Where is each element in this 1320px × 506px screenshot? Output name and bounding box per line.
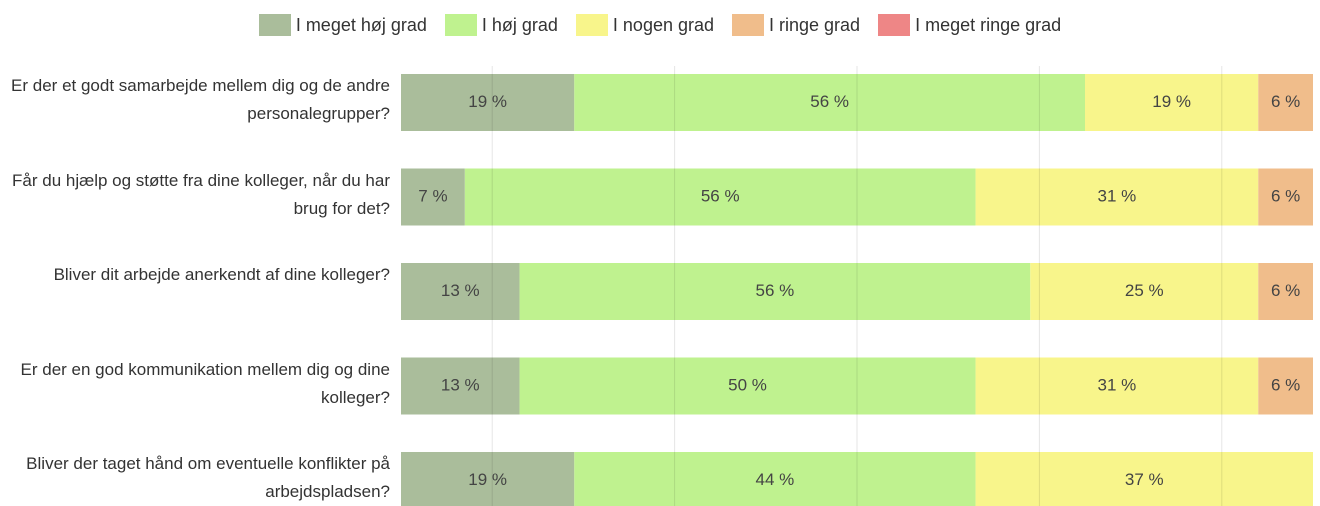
bar-segment [401, 452, 575, 506]
bar-segment [1085, 74, 1259, 131]
bar-segment [519, 263, 1031, 320]
value-label: 6 % [1271, 186, 1300, 205]
bar-segment [401, 74, 575, 131]
value-label: 56 % [810, 92, 849, 111]
bar-segment [1258, 357, 1313, 415]
value-label: 19 % [468, 470, 507, 489]
category-label: Får du hjælp og støtte fra dine kolleger… [12, 170, 390, 218]
legend-label: I ringe grad [769, 14, 861, 35]
legend-swatch [878, 14, 911, 36]
legend-swatch [732, 14, 765, 36]
category-label: Er der et godt samarbejde mellem dig og … [11, 76, 390, 123]
legend-item: I høj grad [444, 14, 558, 36]
bar-segment [574, 74, 1085, 131]
value-label: 13 % [441, 281, 480, 300]
value-label: 13 % [441, 375, 480, 394]
value-label: 19 % [468, 92, 507, 111]
value-label: 6 % [1271, 375, 1300, 394]
legend-swatch [444, 14, 477, 36]
bar-segment [1258, 263, 1313, 320]
value-label: 56 % [756, 281, 795, 300]
value-label: 31 % [1098, 375, 1137, 394]
category-label: Bliver der taget hånd om eventuelle konf… [26, 454, 390, 501]
value-label: 37 % [1125, 470, 1164, 489]
bar-segment [574, 452, 976, 506]
value-label: 19 % [1152, 92, 1191, 111]
legend-swatch [258, 14, 291, 36]
legend-label: I høj grad [481, 14, 558, 35]
value-label: 44 % [756, 470, 795, 489]
value-label: 56 % [701, 186, 740, 205]
bar-segment [464, 168, 976, 226]
bar-segment [1258, 74, 1313, 131]
bar-segment [519, 357, 976, 415]
legend-label: I meget høj grad [295, 14, 427, 35]
bar-segment [401, 263, 520, 320]
value-label: 7 % [418, 186, 447, 205]
bar-segment [401, 168, 465, 226]
bar-segment [975, 357, 1259, 415]
bar-segment [975, 452, 1313, 506]
value-label: 50 % [728, 375, 767, 394]
bar-segment [1030, 263, 1259, 320]
legend: I meget høj grad I høj grad I nogen grad I … [0, 14, 1320, 36]
bar-segment [401, 357, 520, 415]
bar-segment [1258, 168, 1313, 226]
value-label: 6 % [1271, 92, 1300, 111]
legend-label: I nogen grad [612, 14, 715, 35]
legend-swatch [575, 14, 608, 36]
legend-item: I nogen grad [575, 14, 715, 36]
category-label: Bliver dit arbejde anerkendt af dine kol… [53, 265, 390, 284]
legend-item: I meget høj grad [258, 14, 427, 36]
bar-segment [975, 168, 1259, 226]
value-label: 31 % [1098, 186, 1137, 205]
legend-item: I meget ringe grad [878, 14, 1061, 36]
value-label: 25 % [1125, 281, 1164, 300]
legend-item: I ringe grad [732, 14, 860, 36]
category-label: Er der en god kommunikation mellem dig o… [20, 359, 390, 407]
value-label: 6 % [1271, 281, 1300, 300]
legend-label: I meget ringe grad [915, 14, 1062, 35]
